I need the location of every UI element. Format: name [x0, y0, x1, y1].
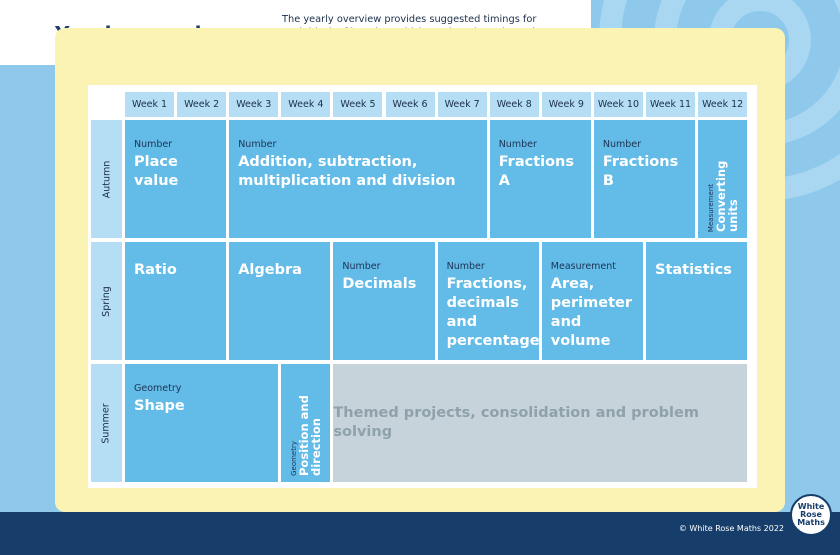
block: Number Fractions A: [489, 120, 591, 238]
block: Measurement Converting units: [698, 120, 748, 238]
week-header: Week 4: [281, 92, 331, 117]
block-title: Fractions B: [602, 154, 679, 189]
block-title: Addition, subtraction, multiplication an…: [238, 154, 456, 189]
block-title: Fractions A: [498, 154, 575, 189]
block-category: Number: [446, 261, 485, 272]
block-title: Converting units: [713, 160, 740, 232]
block-title: Position and direction: [296, 395, 323, 476]
block: Geometry Position and direction: [281, 364, 331, 482]
block-category: Geometry: [134, 383, 182, 394]
block: Ratio: [125, 242, 227, 360]
week-header: Week 9: [541, 92, 591, 117]
week-header: Week 1: [125, 92, 175, 117]
block: Measurement Area, perimeter and volume: [541, 242, 643, 360]
week-header: Week 3: [229, 92, 279, 117]
block: Number Fractions, decimals and percentage…: [437, 242, 549, 360]
block: Number Place value: [125, 120, 227, 238]
block-category: Number: [602, 139, 642, 150]
copyright: © White Rose Maths 2022: [678, 524, 784, 533]
week-header: Week 12: [698, 92, 748, 117]
block: Algebra: [229, 242, 331, 360]
block: Geometry Shape: [125, 364, 279, 482]
block-title: Area, perimeter and volume: [550, 276, 632, 349]
block: Number Decimals: [333, 242, 435, 360]
term-label: Summer: [91, 364, 122, 482]
logo: White Rose Maths: [790, 494, 832, 536]
week-header: Week 5: [333, 92, 383, 117]
block-title: Fractions, decimals and percentages: [446, 276, 549, 349]
block-category: Number: [342, 261, 381, 272]
term-label: Autumn: [91, 120, 122, 238]
block-title: Shape: [134, 398, 185, 414]
week-header: Week 10: [593, 92, 643, 117]
block: Number Fractions B: [593, 120, 696, 238]
week-header: Week 8: [489, 92, 539, 117]
block-title: Algebra: [238, 262, 302, 278]
block-title: Ratio: [134, 262, 177, 278]
block: Themed projects, consolidation and probl…: [333, 364, 748, 482]
block-category: Number: [238, 139, 277, 150]
block: Number Addition, subtraction, multiplicat…: [229, 120, 487, 238]
week-header: Week 11: [646, 92, 696, 117]
block-title: Themed projects, consolidation and probl…: [333, 405, 699, 440]
term-label: Spring: [91, 242, 122, 360]
block-title: Statistics: [655, 262, 732, 278]
block-title: Decimals: [342, 276, 417, 292]
footer: [0, 512, 840, 555]
term-name: Spring: [100, 285, 112, 317]
block-category: Number: [498, 139, 537, 150]
week-header: Week 2: [177, 92, 227, 117]
block-category: Measurement: [550, 261, 617, 272]
block-title: Place value: [134, 154, 179, 189]
term-name: Autumn: [101, 160, 113, 198]
week-header: Week 7: [437, 92, 487, 117]
week-header: Week 6: [385, 92, 435, 117]
block: Statistics: [646, 242, 748, 360]
block-category: Number: [134, 139, 173, 150]
term-name: Summer: [101, 402, 112, 444]
